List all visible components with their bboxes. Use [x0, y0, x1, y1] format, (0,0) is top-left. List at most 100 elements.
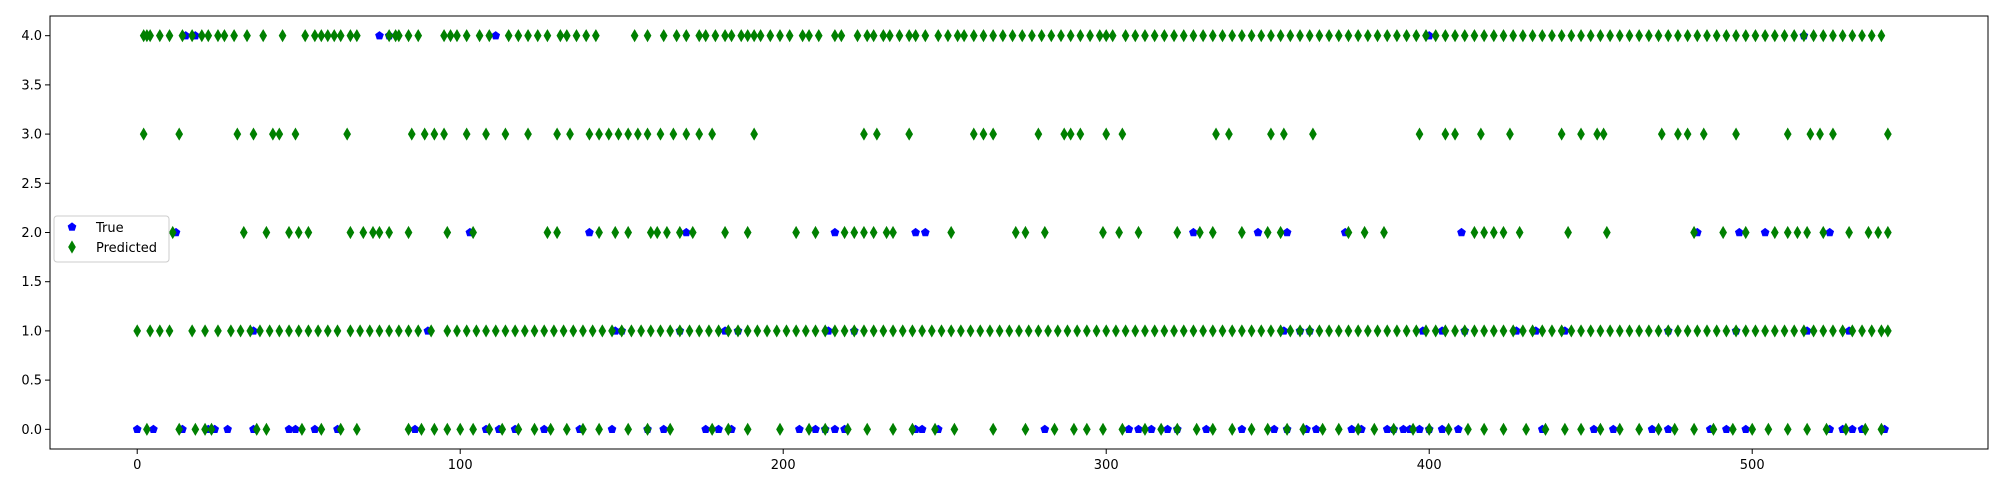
predicted-point	[782, 324, 791, 338]
predicted-point	[960, 29, 968, 43]
predicted-point	[1829, 127, 1837, 141]
predicted-point	[1267, 29, 1275, 43]
predicted-point	[734, 324, 742, 338]
predicted-point	[1499, 422, 1508, 436]
legend-true-symbol	[67, 222, 77, 231]
predicted-point	[265, 324, 274, 338]
predicted-point	[937, 324, 946, 338]
x-tick-label: 200	[771, 458, 796, 473]
predicted-point	[346, 29, 355, 43]
predicted-point	[1709, 422, 1718, 436]
predicted-point	[1354, 324, 1362, 338]
predicted-point	[1783, 127, 1792, 141]
predicted-point	[1874, 225, 1883, 240]
predicted-point	[1286, 29, 1295, 43]
predicted-point	[1460, 29, 1469, 43]
predicted-point	[656, 127, 665, 141]
predicted-point	[1393, 324, 1401, 338]
legend-box	[53, 215, 170, 263]
y-tick-label: 3.5	[21, 78, 42, 93]
predicted-point	[666, 422, 675, 436]
predicted-point	[404, 29, 413, 43]
predicted-point	[1764, 422, 1773, 436]
predicted-point	[430, 127, 439, 141]
predicted-point	[1848, 324, 1857, 338]
predicted-point	[898, 324, 907, 338]
predicted-point	[743, 422, 752, 436]
predicted-point	[1276, 29, 1285, 43]
predicted-point	[908, 422, 917, 436]
predicted-point	[336, 422, 345, 436]
predicted-point	[443, 225, 452, 240]
predicted-point	[1422, 29, 1430, 43]
predicted-point	[1670, 422, 1679, 436]
predicted-point	[889, 324, 897, 338]
predicted-point	[311, 29, 319, 43]
true-point	[607, 424, 617, 434]
predicted-point	[989, 29, 998, 43]
predicted-point	[1170, 324, 1178, 338]
predicted-point	[1170, 29, 1178, 43]
predicted-point	[407, 127, 416, 141]
predicted-point	[676, 225, 684, 240]
predicted-point	[443, 422, 452, 436]
predicted-point	[1066, 127, 1075, 141]
predicted-point	[572, 29, 581, 43]
predicted-point	[427, 324, 435, 338]
predicted-point	[1884, 324, 1892, 338]
predicted-point	[1790, 324, 1799, 338]
predicted-point	[314, 324, 322, 338]
predicted-point	[1179, 29, 1188, 43]
predicted-point	[837, 29, 846, 43]
predicted-point	[1086, 29, 1094, 43]
predicted-point	[1451, 127, 1459, 141]
predicted-point	[1179, 324, 1188, 338]
predicted-point	[1470, 324, 1479, 338]
predicted-point	[1489, 324, 1498, 338]
predicted-point	[1864, 225, 1873, 240]
true-point	[539, 424, 549, 434]
predicted-point	[1884, 127, 1892, 141]
predicted-point	[453, 29, 461, 43]
predicted-point	[291, 127, 300, 141]
predicted-point	[608, 324, 616, 338]
predicted-point	[1060, 127, 1069, 141]
predicted-point	[1334, 324, 1343, 338]
predicted-point	[798, 29, 807, 43]
predicted-point	[491, 324, 500, 338]
predicted-point	[1489, 29, 1498, 43]
predicted-point	[1441, 324, 1450, 338]
predicted-point	[1842, 422, 1850, 436]
predicted-point	[514, 422, 523, 436]
predicted-point	[1693, 29, 1702, 43]
predicted-point	[1690, 422, 1698, 436]
predicted-point	[727, 29, 736, 43]
predicted-point	[1076, 127, 1085, 141]
predicted-point	[524, 127, 532, 141]
x-tick-label: 100	[448, 458, 473, 473]
predicted-point	[1567, 29, 1576, 43]
predicted-point	[1599, 127, 1608, 141]
predicted-point	[1373, 324, 1382, 338]
predicted-point	[1040, 225, 1049, 240]
predicted-point	[330, 29, 339, 43]
true-point	[1457, 227, 1466, 237]
true-point	[310, 424, 320, 434]
predicted-point	[1299, 422, 1308, 436]
predicted-point	[1519, 29, 1527, 43]
true-point	[1453, 424, 1463, 434]
legend-label-predicted: Predicted	[96, 241, 157, 256]
predicted-point	[634, 127, 642, 141]
predicted-point	[595, 422, 603, 436]
predicted-point	[1770, 225, 1779, 240]
predicted-point	[1654, 29, 1663, 43]
predicted-point	[1354, 422, 1362, 436]
predicted-point	[353, 422, 361, 436]
true-point	[1734, 227, 1744, 237]
predicted-point	[1263, 422, 1272, 436]
true-point	[1147, 424, 1156, 434]
predicted-point	[1228, 422, 1237, 436]
predicted-point	[695, 324, 704, 338]
predicted-point	[1415, 127, 1424, 141]
predicted-point	[1693, 324, 1702, 338]
